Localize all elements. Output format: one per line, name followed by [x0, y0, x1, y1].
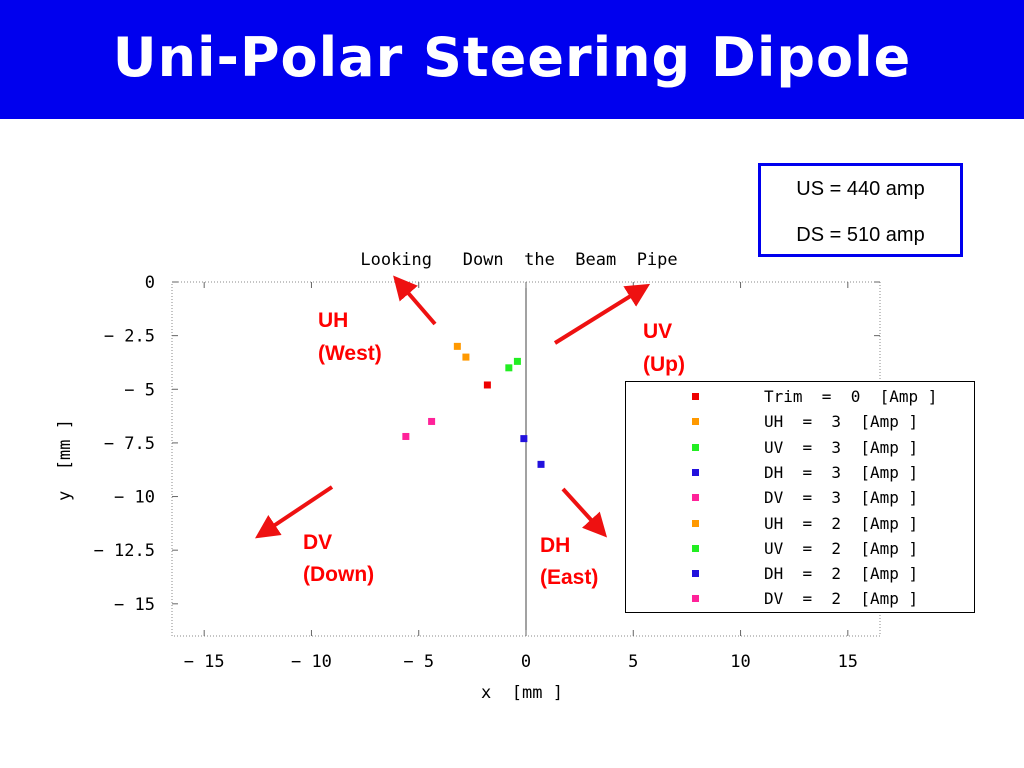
uv-sublabel: (Up) [643, 353, 685, 376]
data-point [402, 432, 410, 440]
us-current: US = 440 amp [796, 178, 925, 200]
y-tick-label: − 10 [114, 488, 155, 508]
x-tick-label: 0 [521, 652, 531, 672]
legend-marker [692, 595, 699, 603]
x-tick-labels: − 15 − 10 − 5 0 5 10 15 [184, 652, 858, 672]
y-tick-labels: 0 − 2.5 − 5 − 7.5 − 10 − 12.5 − 15 [94, 273, 155, 615]
chart-legend: Trim = 0 [Amp ] UH = 3 [Amp ] UV = 3 [Amp … [625, 381, 975, 613]
data-point [513, 357, 521, 365]
legend-label: DH = 3 [Amp ] [764, 462, 919, 482]
legend-label: UH = 2 [Amp ] [764, 513, 919, 533]
legend-label: DH = 2 [Amp ] [764, 564, 919, 584]
x-tick-label: − 10 [291, 652, 332, 672]
x-tick-label: 5 [628, 652, 638, 672]
legend-label: UV = 2 [Amp ] [764, 538, 919, 558]
y-tick-label: − 7.5 [104, 434, 155, 454]
title-banner: Uni-Polar Steering Dipole [0, 0, 1024, 119]
legend-item: UV = 3 [Amp ] [626, 435, 974, 460]
y-tick-label: 0 [145, 273, 155, 293]
y-tick-label: − 5 [124, 380, 155, 400]
arrow-uv [553, 283, 651, 345]
arrow-uh [393, 275, 437, 326]
legend-item: UH = 3 [Amp ] [626, 409, 974, 434]
data-point [483, 381, 491, 389]
legend-marker [692, 570, 699, 578]
legend-marker [692, 519, 699, 527]
legend-marker [692, 393, 699, 400]
data-point [462, 353, 470, 361]
y-axis-label: y [mm ] [55, 419, 75, 501]
legend-marker [692, 418, 699, 426]
legend-item: UH = 2 [Amp ] [626, 511, 974, 536]
current-settings-box: US = 440 amp DS = 510 amp [758, 163, 963, 257]
x-tick-label: − 15 [184, 652, 225, 672]
legend-item: Trim = 0 [Amp ] [626, 384, 974, 409]
data-point [453, 342, 461, 350]
x-tick-label: 10 [730, 652, 750, 672]
y-tick-label: − 2.5 [104, 327, 155, 347]
legend-marker [692, 494, 699, 502]
ds-current: DS = 510 amp [796, 224, 925, 246]
y-tick-label: − 15 [114, 595, 155, 615]
x-tick-label: − 5 [403, 652, 434, 672]
legend-item: DH = 2 [Amp ] [626, 561, 974, 586]
dh-sublabel: (East) [540, 566, 598, 589]
x-tick-label: 15 [838, 652, 858, 672]
uh-sublabel: (West) [318, 342, 382, 365]
data-point [520, 435, 528, 443]
y-tick-label: − 12.5 [94, 541, 155, 561]
uh-label: UH [318, 309, 348, 332]
legend-label: Trim = 0 [Amp ] [764, 387, 938, 406]
legend-marker [692, 544, 699, 552]
dv-sublabel: (Down) [303, 563, 374, 586]
chart-title: Looking Down the Beam Pipe [360, 250, 677, 270]
legend-item: DV = 3 [Amp ] [626, 485, 974, 510]
legend-label: UH = 3 [Amp ] [764, 412, 919, 432]
slide-title: Uni-Polar Steering Dipole [112, 26, 912, 89]
dh-label: DH [540, 534, 570, 557]
uv-label: UV [643, 320, 672, 343]
legend-item: DV = 2 [Amp ] [626, 586, 974, 611]
legend-marker [692, 443, 699, 451]
legend-label: DV = 3 [Amp ] [764, 488, 919, 508]
legend-label: DV = 2 [Amp ] [764, 589, 919, 609]
data-points [402, 342, 545, 468]
arrow-dv [255, 485, 334, 539]
legend-item: DH = 3 [Amp ] [626, 460, 974, 485]
legend-marker [692, 468, 699, 476]
data-point [505, 364, 513, 372]
data-point [428, 417, 436, 425]
legend-label: UV = 3 [Amp ] [764, 437, 919, 457]
arrow-dh [561, 487, 608, 538]
legend-item: UV = 2 [Amp ] [626, 536, 974, 561]
data-point [537, 460, 545, 468]
x-axis-label: x [mm ] [481, 683, 563, 703]
dv-label: DV [303, 531, 332, 554]
